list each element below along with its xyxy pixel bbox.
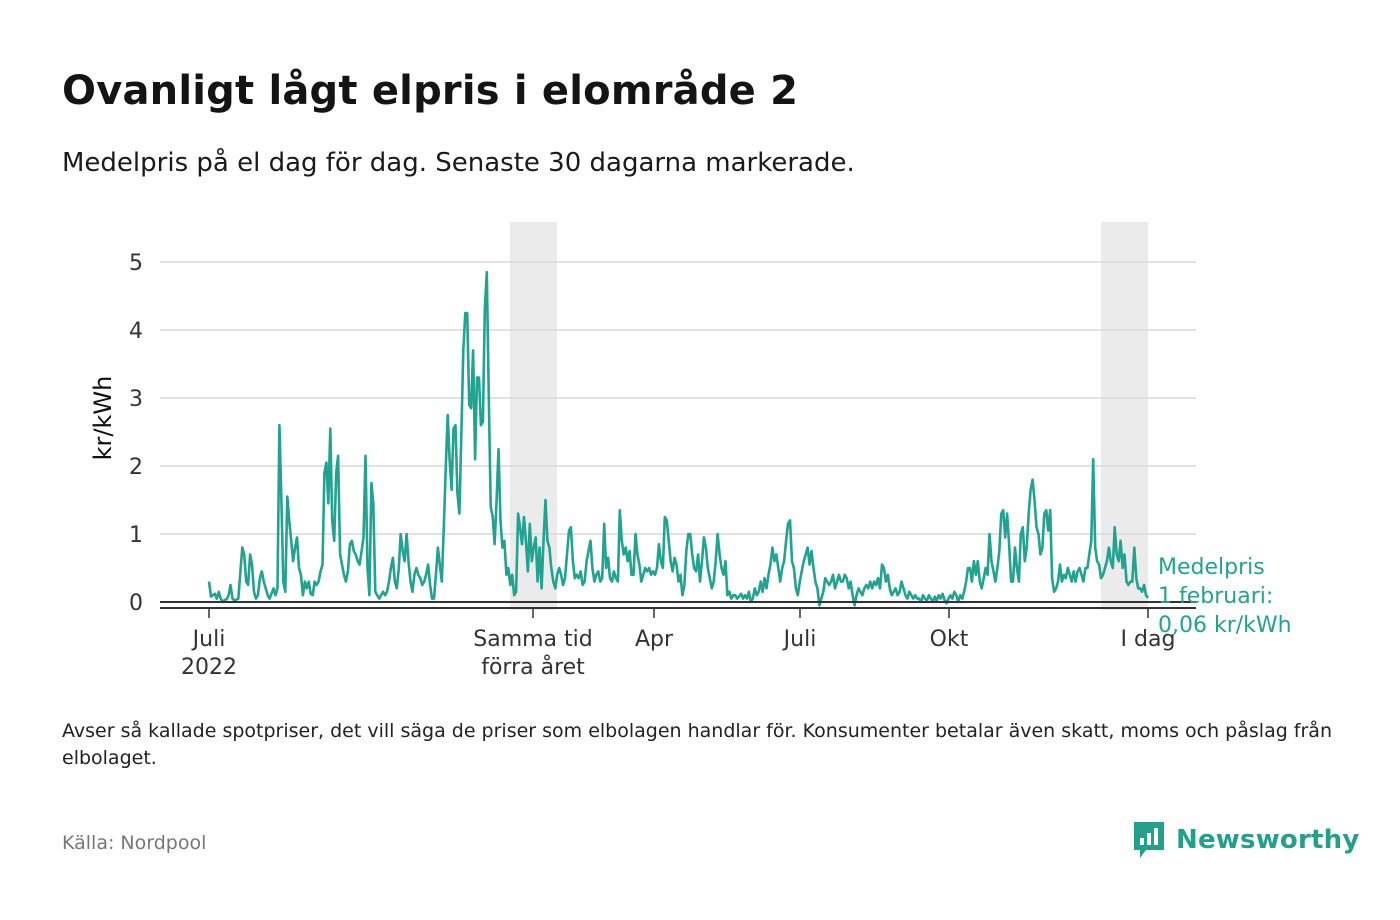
price-line <box>207 270 1150 607</box>
y-tick-label: 0 <box>129 591 143 616</box>
annotation-layer: Medelpris 1 februari: 0,06 kr/kWh <box>1158 555 1292 638</box>
annotation-label: 0,06 kr/kWh <box>1158 613 1292 638</box>
x-tick-label: Juli <box>782 627 817 652</box>
y-axis: 0 1 2 3 4 5 kr/kWh <box>89 251 143 616</box>
x-tick-label: Okt <box>930 627 969 652</box>
brand-name: Newsworthy <box>1176 825 1360 855</box>
chart-title: Ovanligt lågt elpris i elområde 2 <box>62 68 799 114</box>
highlight-band <box>1101 222 1148 610</box>
x-tick-label: 2022 <box>181 655 237 680</box>
grid-lines <box>160 261 1196 535</box>
x-tick-label: förra året <box>481 654 585 680</box>
y-tick-label: 4 <box>129 319 143 344</box>
y-tick-label: 1 <box>129 523 143 548</box>
y-tick-label: 5 <box>129 251 143 276</box>
annotation-label: Medelpris <box>1158 555 1265 580</box>
x-tick-label: Juli <box>191 627 226 652</box>
newsworthy-logo-icon <box>1134 822 1164 858</box>
series-layer <box>160 270 1196 607</box>
x-tick-label: Apr <box>635 627 674 652</box>
y-tick-label: 2 <box>129 455 143 480</box>
footnote: Avser så kallade spotpriser, det vill sä… <box>62 720 1332 769</box>
source-credit: Källa: Nordpool <box>62 832 207 854</box>
x-tick-label: I dag <box>1121 627 1176 652</box>
chart-subtitle: Medelpris på el dag för dag. Senaste 30 … <box>62 148 855 178</box>
annotation-label: 1 februari: <box>1158 584 1273 609</box>
x-tick-label: Samma tid <box>473 627 593 652</box>
y-axis-label: kr/kWh <box>89 376 117 461</box>
brand-logo: Newsworthy <box>1132 820 1359 860</box>
y-tick-label: 3 <box>129 387 143 412</box>
